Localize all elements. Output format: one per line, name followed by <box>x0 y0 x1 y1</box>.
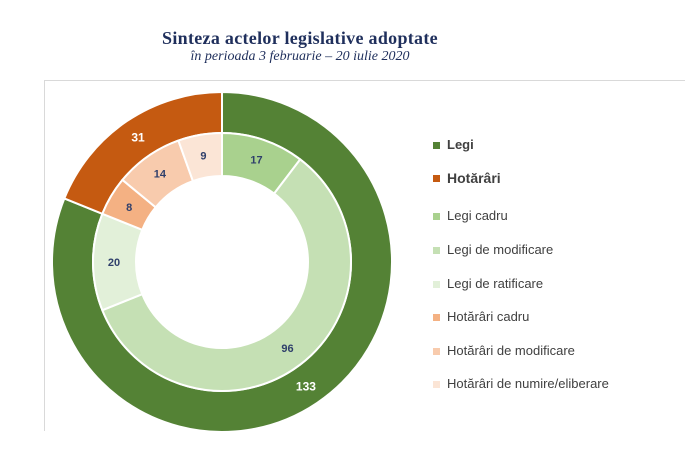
chart-frame <box>44 80 685 431</box>
data-label-inner-legi-de-ratificare: 20 <box>108 257 120 269</box>
data-label-inner-hotarari-de-numire-eliberare: 9 <box>200 151 206 163</box>
legend-swatch <box>433 142 440 149</box>
legend-label: Hotărâri <box>447 170 501 186</box>
data-label-outer-legi: 133 <box>296 379 316 393</box>
legend-label: Hotărâri de numire/eliberare <box>447 376 609 391</box>
legend-label: Legi cadru <box>447 208 508 223</box>
chart-title: Sinteza actelor legislative adoptate <box>162 28 438 48</box>
legend-swatch <box>433 281 440 288</box>
legend-swatch <box>433 314 440 321</box>
data-label-inner-legi-cadru: 17 <box>250 155 262 167</box>
slice-inner-hotarari-de-numire-eliberare <box>177 131 223 183</box>
chart-subtitle: în perioada 3 februarie – 20 iulie 2020 <box>190 49 410 64</box>
slice-inner-legi-de-modificare <box>101 158 352 392</box>
legend-label: Hotărâri de modificare <box>447 343 575 358</box>
legend-swatch <box>433 175 440 182</box>
data-label-inner-hotarari-cadru: 8 <box>126 202 132 214</box>
legend-swatch <box>433 213 440 220</box>
legend-swatch <box>433 348 440 355</box>
legend-swatch <box>433 247 440 254</box>
data-label-inner-hotarari-de-modificare: 14 <box>154 169 167 181</box>
legend-label: Legi de ratificare <box>447 276 544 291</box>
legend-label: Legi de modificare <box>447 242 554 257</box>
data-label-outer-hotarari: 31 <box>131 131 145 145</box>
legend-label: Hotărâri cadru <box>447 309 530 324</box>
legend-label: Legi <box>447 137 474 152</box>
legend-swatch <box>433 381 440 388</box>
data-label-inner-legi-de-modificare: 96 <box>281 343 293 355</box>
